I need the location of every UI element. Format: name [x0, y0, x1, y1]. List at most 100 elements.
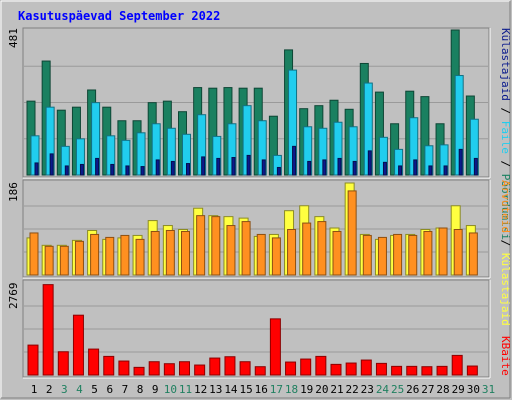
- bar-middle-arvuteid-day-30: [468, 232, 478, 276]
- bar-top-külastajaid-day-14: [231, 157, 236, 176]
- bar-middle-arvuteid-day-3: [59, 245, 69, 276]
- bar-bottom-kbaite-day-3: [57, 351, 69, 376]
- x-tick-label-day-27: 27: [421, 383, 434, 396]
- bar-bottom-kbaite-day-25: [391, 365, 403, 376]
- panel-bottom-side-label: KBaite: [499, 336, 512, 376]
- bar-bottom-kbaite-day-23: [360, 359, 372, 376]
- bar-bottom-kbaite-day-13: [209, 357, 221, 376]
- bar-middle-arvuteid-day-8: [135, 238, 145, 276]
- x-tick-label-day-21: 21: [330, 383, 343, 396]
- panel-bottom-frame: [22, 279, 490, 378]
- bar-middle-arvuteid-day-12: [196, 215, 206, 276]
- bar-middle-arvuteid-day-26: [408, 234, 418, 276]
- panel-middle: 186 Arvuteid / Külastajaid: [7, 179, 512, 326]
- bar-middle-arvuteid-day-17: [271, 237, 281, 276]
- x-tick-label-day-11: 11: [179, 383, 192, 396]
- side-label-arvuteid: Arvuteid: [499, 180, 512, 233]
- x-tick-label-day-1: 1: [31, 383, 38, 396]
- bar-top-külastajaid-day-16: [261, 159, 266, 176]
- bar-bottom-kbaite-day-12: [194, 364, 206, 376]
- x-tick-label-day-13: 13: [209, 383, 222, 396]
- bar-top-külastajaid-day-2: [49, 153, 54, 176]
- x-tick-label-day-30: 30: [467, 383, 480, 396]
- panel-middle-bars: [26, 182, 478, 276]
- bar-bottom-kbaite-day-20: [315, 355, 327, 376]
- bar-bottom-kbaite-day-8: [133, 366, 145, 376]
- bar-top-külastajaid-day-8: [140, 166, 145, 176]
- bar-top-külastajaid-day-27: [428, 165, 433, 176]
- bar-bottom-kbaite-day-21: [330, 363, 342, 376]
- bar-bottom-kbaite-day-6: [103, 355, 115, 376]
- bar-top-külastajaid-day-28: [443, 165, 448, 176]
- bar-bottom-kbaite-day-1: [27, 344, 39, 376]
- x-tick-label-day-17: 17: [270, 383, 283, 396]
- x-tick-label-day-2: 2: [46, 383, 53, 396]
- bar-top-külastajaid-day-29: [458, 148, 463, 176]
- bar-middle-arvuteid-day-21: [332, 230, 342, 276]
- bar-top-külastajaid-day-20: [322, 159, 327, 176]
- side-label-sep: /: [499, 240, 512, 247]
- bar-middle-arvuteid-day-23: [362, 234, 372, 276]
- bar-bottom-kbaite-day-16: [254, 366, 266, 376]
- panel-bottom-gridlines: [24, 305, 488, 353]
- bar-top-külastajaid-day-12: [201, 156, 206, 176]
- bar-bottom-kbaite-day-4: [72, 314, 84, 376]
- side-label-kbaite: KBaite: [499, 336, 512, 376]
- x-tick-label-day-31: 31: [482, 383, 495, 396]
- bar-top-külastajaid-day-26: [413, 159, 418, 176]
- bar-bottom-kbaite-day-15: [239, 361, 251, 376]
- bar-middle-arvuteid-day-10: [165, 229, 175, 276]
- x-tick-label-day-23: 23: [361, 383, 374, 396]
- bar-top-külastajaid-day-6: [110, 163, 115, 176]
- x-tick-label-day-3: 3: [61, 383, 68, 396]
- x-tick-label-day-9: 9: [152, 383, 159, 396]
- bar-top-külastajaid-day-4: [79, 163, 84, 176]
- x-tick-label-day-12: 12: [194, 383, 207, 396]
- x-tick-label-day-7: 7: [122, 383, 129, 396]
- bar-middle-arvuteid-day-19: [302, 222, 312, 276]
- panel-bottom: 2769 KBaite: [7, 279, 512, 379]
- x-tick-label-day-24: 24: [376, 383, 390, 396]
- bar-bottom-kbaite-day-19: [300, 358, 312, 376]
- bar-bottom-kbaite-day-26: [406, 365, 418, 376]
- x-axis-day-labels: 1 2 3 4 5 6 7 8 9 10 11 12 13 14 15 16 17 18 19 20 21 22 23 24 2…: [31, 383, 495, 396]
- bar-bottom-kbaite-day-28: [436, 365, 448, 376]
- panel-bottom-bars: [27, 284, 478, 376]
- x-tick-label-day-22: 22: [346, 383, 359, 396]
- bar-middle-arvuteid-day-22: [347, 190, 357, 276]
- x-tick-label-day-4: 4: [76, 383, 83, 396]
- bar-bottom-kbaite-day-2: [42, 284, 54, 376]
- bar-top-külastajaid-day-24: [382, 161, 387, 176]
- bar-middle-arvuteid-day-9: [150, 230, 160, 276]
- side-label-poordumisi: Pöördumisi: [499, 174, 512, 240]
- bar-bottom-kbaite-day-18: [285, 361, 297, 376]
- side-label-kulastajaid-mid: Külastajaid: [499, 253, 512, 326]
- bar-bottom-kbaite-day-5: [88, 348, 100, 376]
- bar-middle-arvuteid-day-1: [29, 232, 39, 276]
- bar-top-külastajaid-day-5: [95, 157, 100, 176]
- bar-middle-arvuteid-day-13: [211, 216, 221, 276]
- side-label-faile: Faile: [499, 121, 512, 154]
- panel-top-bars: [26, 29, 479, 176]
- bar-middle-arvuteid-day-15: [241, 221, 251, 276]
- bar-bottom-kbaite-day-24: [375, 362, 387, 376]
- bar-middle-arvuteid-day-4: [74, 240, 84, 276]
- bar-bottom-kbaite-day-29: [451, 354, 463, 376]
- x-tick-label-day-16: 16: [255, 383, 268, 396]
- bar-middle-arvuteid-day-11: [181, 230, 190, 276]
- x-tick-label-day-26: 26: [406, 383, 419, 396]
- panel-bottom-ymax-label: 2769: [7, 283, 20, 310]
- bar-middle-arvuteid-day-29: [453, 228, 463, 276]
- bar-middle-arvuteid-day-18: [287, 228, 297, 276]
- bar-bottom-kbaite-day-14: [224, 356, 236, 376]
- bar-middle-arvuteid-day-5: [90, 233, 100, 276]
- bar-middle-arvuteid-day-6: [105, 236, 115, 276]
- bar-top-külastajaid-day-13: [216, 157, 221, 176]
- panel-top-frame: [22, 27, 490, 178]
- bar-middle-arvuteid-day-16: [256, 233, 266, 276]
- bar-top-külastajaid-day-9: [155, 159, 160, 176]
- x-tick-label-day-29: 29: [452, 383, 465, 396]
- bar-top-külastajaid-day-18: [292, 145, 297, 176]
- bar-middle-arvuteid-day-25: [393, 233, 403, 276]
